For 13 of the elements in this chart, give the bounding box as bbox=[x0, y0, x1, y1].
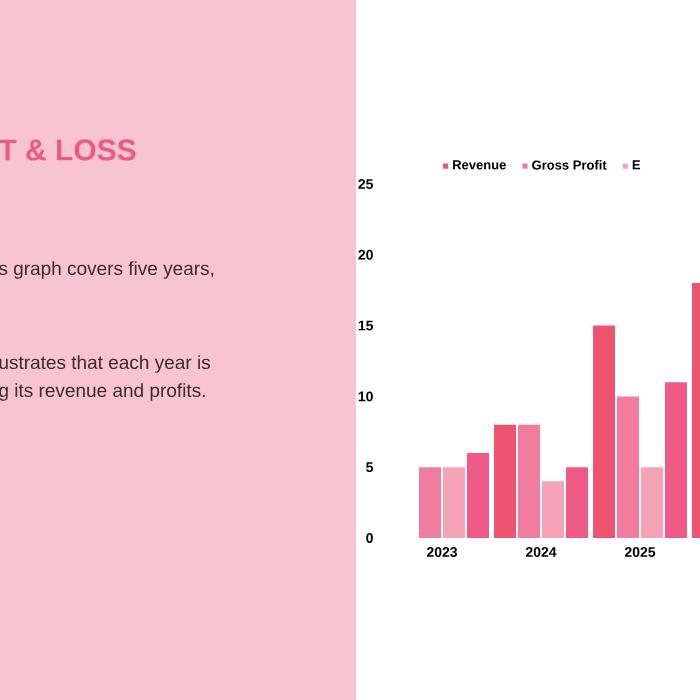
text: ustrates that each year is bbox=[0, 355, 210, 373]
bar bbox=[566, 467, 589, 538]
text: g its revenue and profits. bbox=[0, 383, 205, 401]
bar bbox=[419, 467, 442, 538]
bar bbox=[593, 325, 616, 538]
bar bbox=[443, 467, 466, 538]
bar bbox=[542, 481, 565, 538]
bar bbox=[665, 382, 688, 538]
bar bbox=[641, 467, 664, 538]
bar bbox=[518, 424, 541, 538]
bar bbox=[467, 453, 490, 538]
bar bbox=[617, 396, 640, 538]
bar bbox=[494, 424, 517, 538]
